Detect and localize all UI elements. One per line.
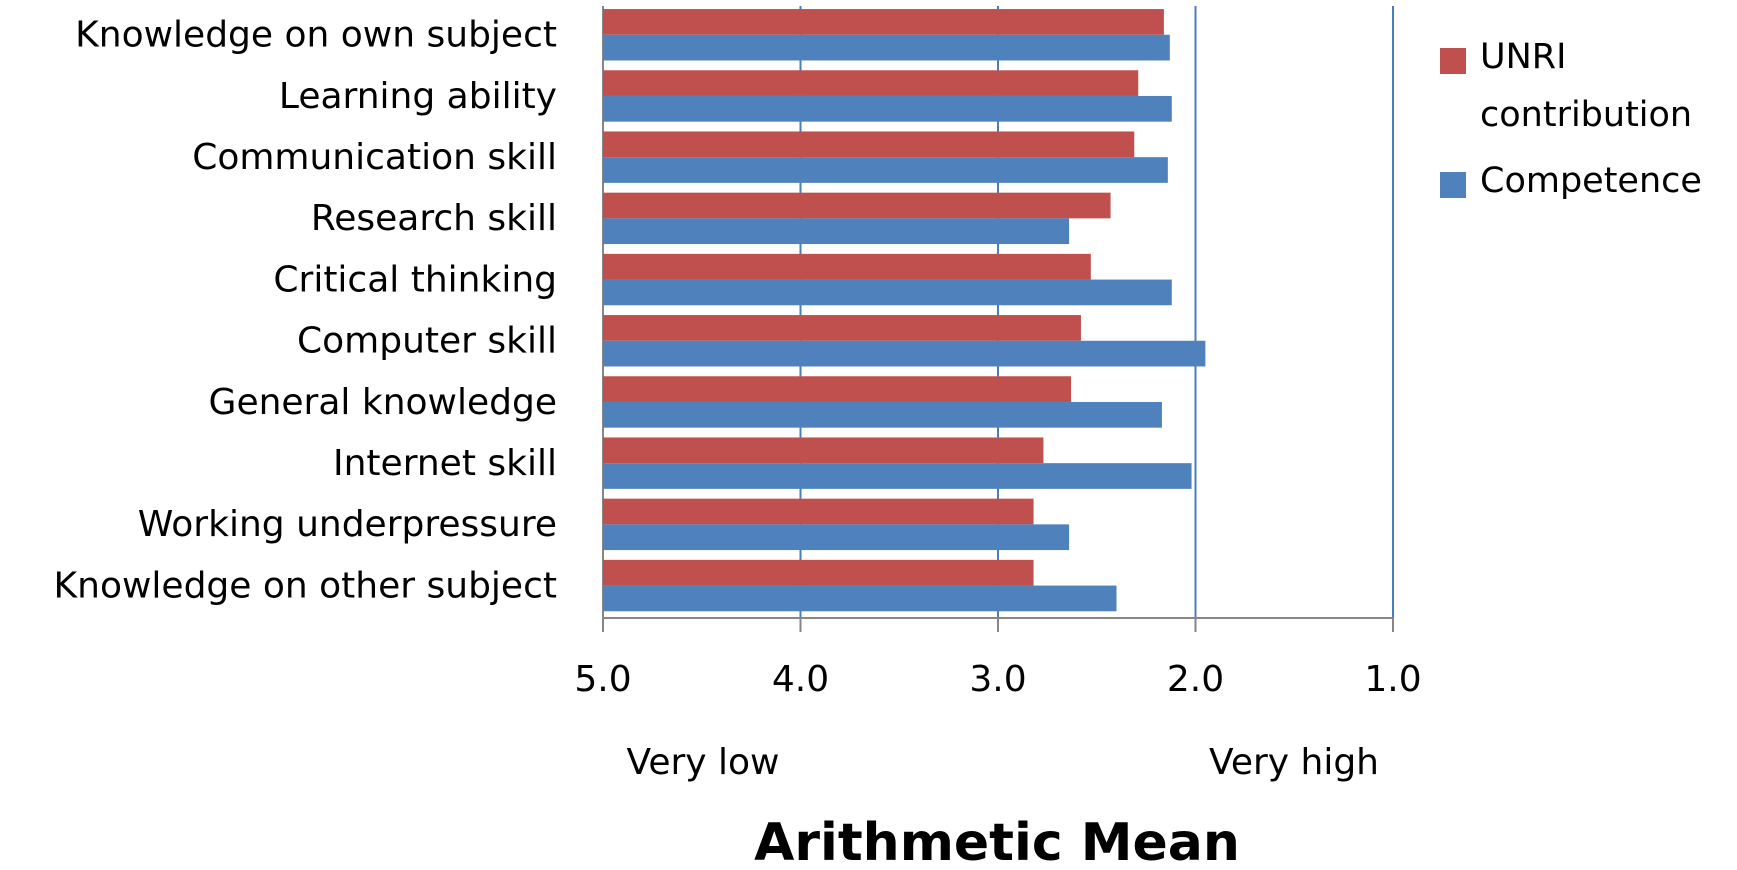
x-axis-label: Arithmetic Mean [754,813,1240,870]
bar [603,376,1072,402]
x-tick-label: 3.0 [969,659,1026,700]
y-tick-label: Knowledge on own subject [75,15,557,56]
y-tick-label: Critical thinking [273,259,557,300]
y-tick-label: Computer skill [297,321,557,362]
bar [603,498,1034,525]
y-tick-label: Learning ability [279,76,557,117]
bar [603,192,1111,219]
bar [603,463,1192,489]
bar [603,559,1034,586]
y-tick-label: General knowledge [209,382,557,423]
legend-label: UNRI contribution [1480,37,1693,135]
x-tick-label: 5.0 [574,659,631,700]
bar [603,585,1117,612]
bar [603,218,1070,245]
bar [603,157,1168,183]
x-tick-label: 4.0 [772,659,829,700]
bar [603,524,1070,551]
annotation: Very high [1209,742,1379,783]
legend-swatch [1440,172,1466,198]
legend-item: UNRI contribution [1440,28,1735,144]
bar [603,315,1081,341]
bar [603,9,1164,35]
bar [603,131,1135,158]
y-tick-label: Knowledge on other subject [54,565,557,606]
bar [603,437,1044,464]
bar [603,340,1206,367]
y-tick-label: Working underpressure [138,504,557,545]
legend-item: Competence [1440,152,1735,210]
bar [603,253,1091,280]
bar [603,34,1170,61]
annotation: Very low [627,742,780,783]
bar [603,279,1172,306]
y-tick-label: Communication skill [192,137,557,178]
bar [603,70,1139,96]
y-tick-label: Research skill [311,198,557,239]
y-tick-label: Internet skill [333,443,557,484]
legend-label: Competence [1480,161,1702,201]
legend: UNRI contribution Competence [1440,28,1735,218]
x-tick-label: 2.0 [1167,659,1224,700]
bar [603,95,1172,122]
x-tick-label: 1.0 [1364,659,1421,700]
bar [603,401,1162,428]
legend-swatch [1440,48,1466,74]
